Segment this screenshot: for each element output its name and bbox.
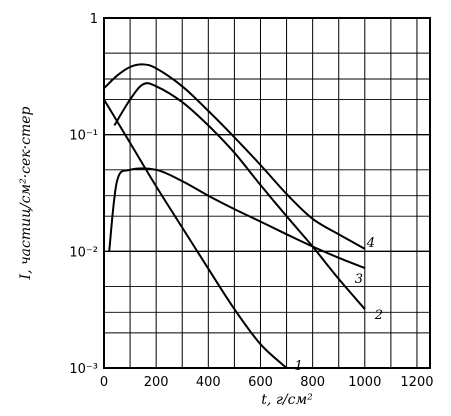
x-tick-label: 1000 [348,375,381,390]
x-axis-label: t, г/см² [261,392,313,408]
labels-layer: 1 2 3 4 [295,236,384,374]
series-label-4: 4 [366,236,375,251]
x-tick-label: 200 [144,375,169,390]
series-line-1 [103,98,288,369]
x-tick-label: 1200 [400,375,433,390]
ticks-layer: 0 200 400 600 800 1000 1200 10⁻³ 10⁻² 10⁻¹ 1 [69,12,433,390]
series-line-4 [103,63,366,250]
series-label-3: 3 [355,272,363,287]
series-label-2: 2 [374,308,383,323]
x-tick-label: 0 [100,375,108,390]
y-axis-label: I, частиц/см²·сек·стер [18,107,34,281]
y-tick-label: 10⁻¹ [69,129,98,144]
series-label-1: 1 [295,359,303,374]
plot-frame [103,17,431,369]
y-tick-label: 10⁻³ [69,362,98,377]
y-tick-label: 10⁻² [69,245,98,260]
y-tick-label: 1 [90,12,98,27]
series-layer [103,63,366,369]
x-tick-label: 400 [196,375,221,390]
x-tick-label: 600 [248,375,273,390]
series-line-3 [108,167,366,269]
x-tick-label: 800 [300,375,325,390]
series-line-2 [113,82,366,310]
grid [104,18,430,368]
